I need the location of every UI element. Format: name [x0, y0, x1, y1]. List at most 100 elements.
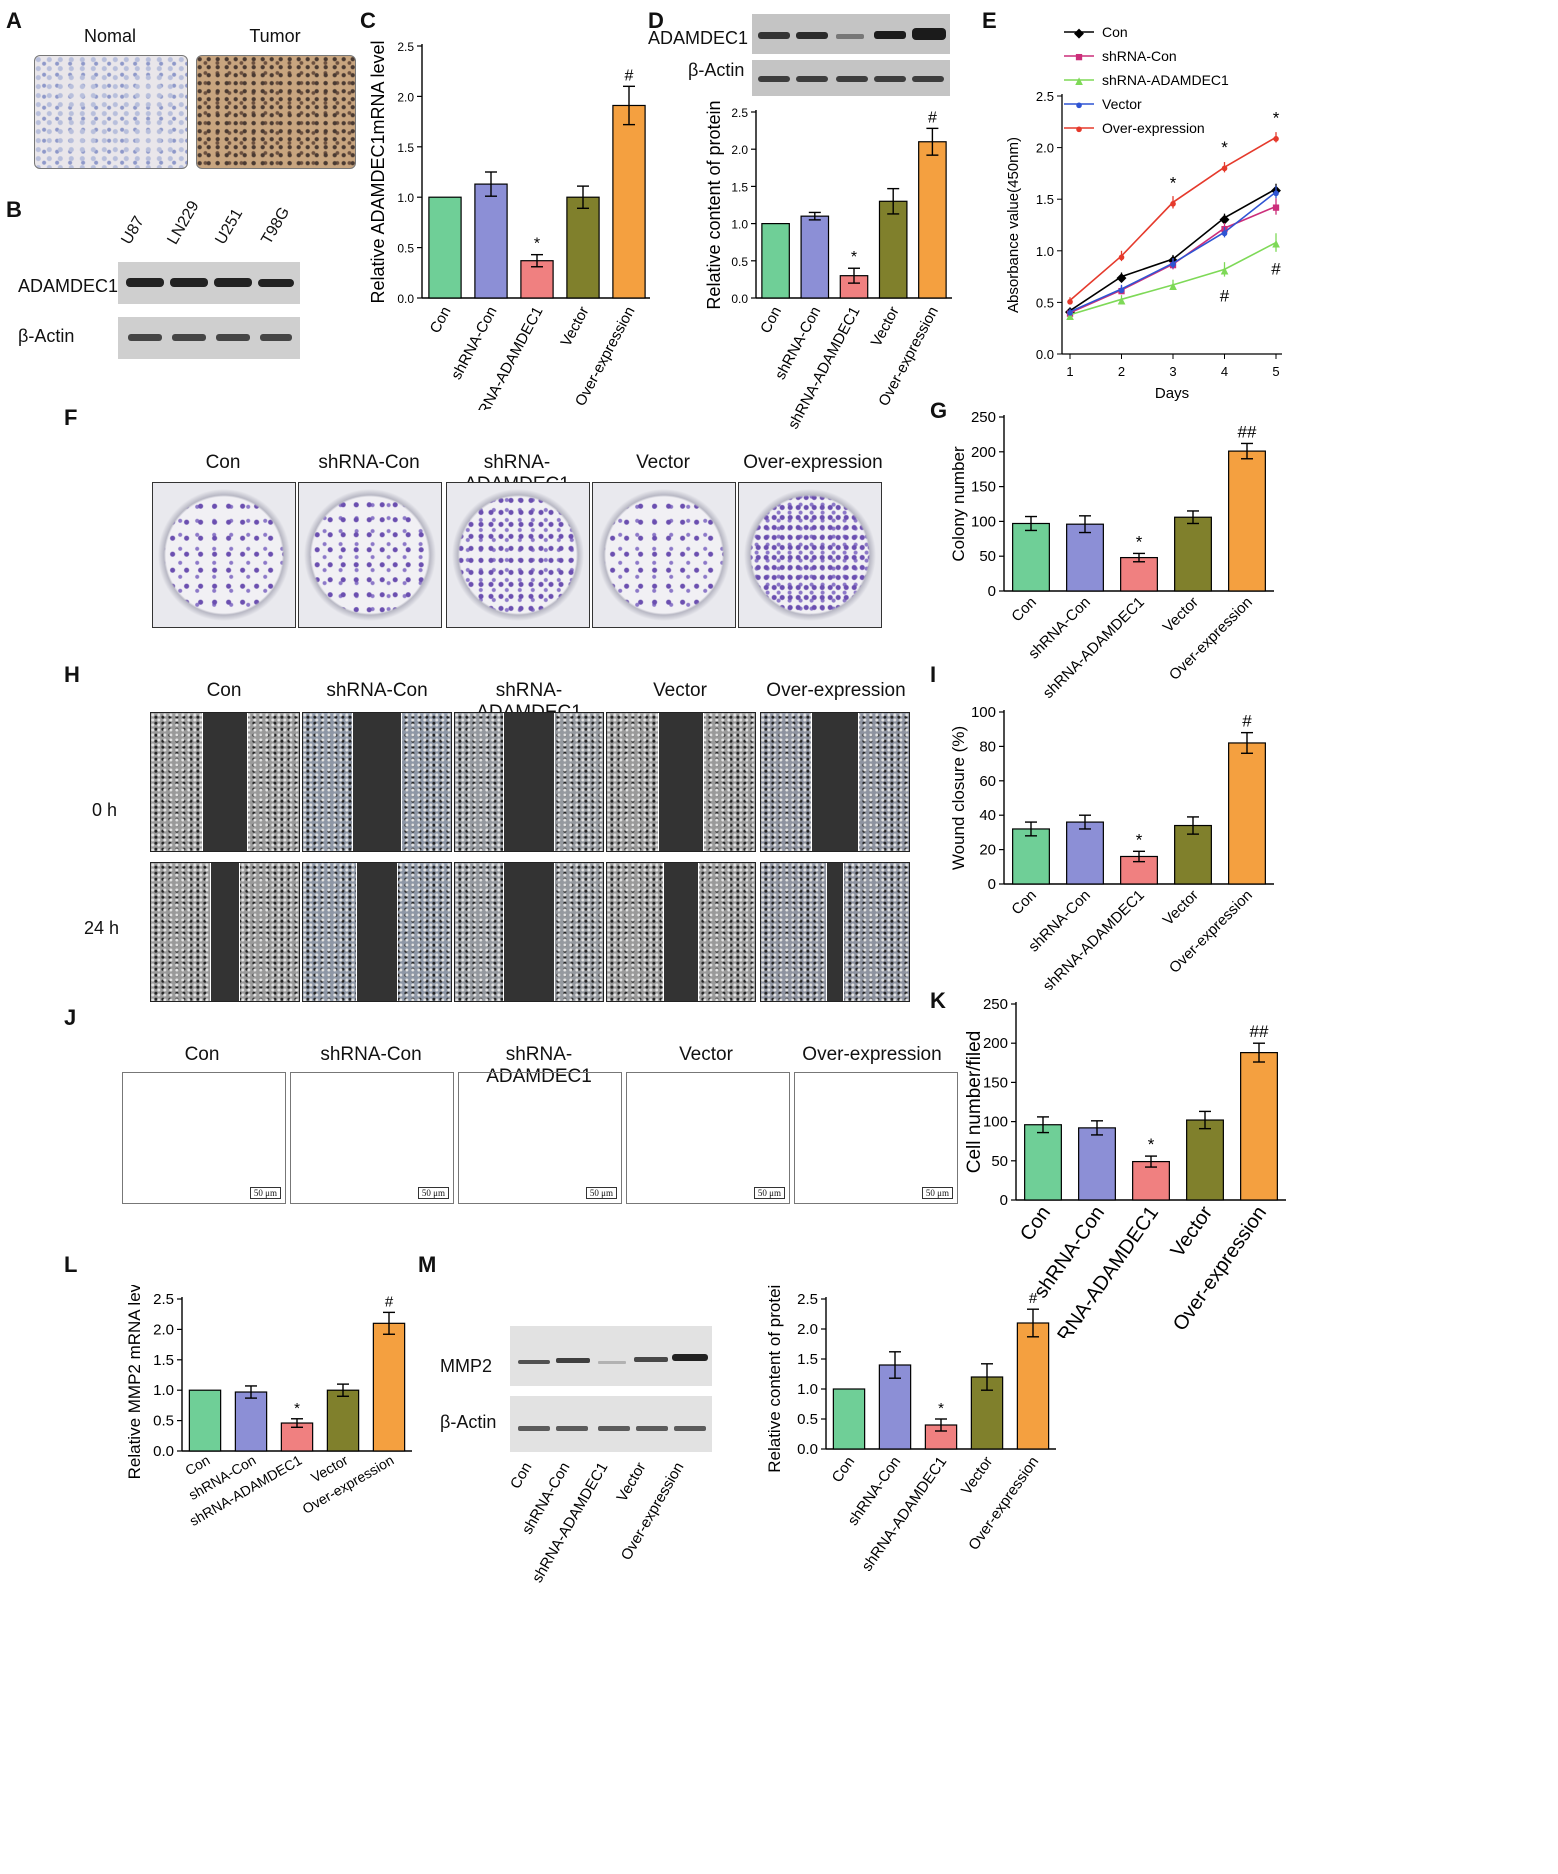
wound-image [606, 712, 756, 852]
data-point: ▲ [1270, 236, 1283, 251]
y-axis-label: Absorbance value(450nm) [1005, 137, 1022, 313]
category-label: Vector [868, 304, 903, 350]
y-tick-label: 2.0 [1036, 141, 1054, 156]
legend-marker: ● [1075, 97, 1083, 112]
significance-mark: * [1136, 532, 1143, 551]
panel-letter-a: A [6, 8, 22, 33]
y-tick-label: 0 [988, 876, 996, 893]
y-tick-label: 1.5 [397, 141, 414, 155]
y-tick-label: 20 [979, 842, 996, 859]
data-point: ▲ [1218, 262, 1231, 277]
data-point: ● [1272, 130, 1280, 145]
y-tick-label: 200 [971, 444, 996, 461]
y-tick-label: 0.5 [797, 1411, 818, 1428]
chart-m: 0.0 0.5 1.0 1.5 2.0 2.5 Relative content of pr… [765, 1285, 1056, 1575]
y-tick-label: 1.0 [397, 191, 414, 205]
chart-d: 0.0 0.5 1.0 1.5 2.0 2.5 Relative content of pr… [704, 100, 952, 430]
bar [1012, 828, 1050, 885]
panel-letter-g: G [930, 398, 948, 423]
category-label: Con [1016, 1202, 1055, 1245]
significance-mark: * [1170, 173, 1177, 192]
y-tick-label: 2.5 [397, 40, 414, 54]
panel-letter-f: F [64, 405, 78, 430]
y-tick-label: 0.0 [1036, 347, 1054, 362]
category-label: Con [829, 1454, 859, 1486]
category-label: Con [1008, 887, 1039, 918]
significance-mark: # [1220, 286, 1230, 305]
wound-image [454, 712, 604, 852]
bar [1012, 522, 1050, 592]
panel-letter-e: E [982, 8, 997, 33]
bar [1174, 516, 1212, 592]
wound-image [150, 712, 300, 852]
x-tick-label: 2 [1118, 364, 1125, 379]
panel-letter-j: J [64, 1005, 77, 1030]
y-tick-label: 0.5 [1036, 295, 1054, 310]
chart-e: 0.0 0.5 1.0 1.5 2.0 2.5 1 2 3 4 5 Days Absorbance va… [1005, 24, 1283, 402]
y-axis-label: Colony number [949, 446, 968, 562]
legend-marker: ◆ [1074, 25, 1084, 40]
x-tick-label: 3 [1169, 364, 1176, 379]
bar [1078, 1127, 1116, 1201]
legend-label: shRNA-ADAMDEC1 [1102, 72, 1229, 88]
f-label: Con [205, 452, 241, 473]
wound-image [302, 862, 452, 1002]
f-label: shRNA-Con [318, 452, 420, 473]
y-tick-label: 0.5 [153, 1413, 174, 1430]
y-tick-label: 2.5 [153, 1291, 174, 1308]
blot-label-mmp2: MMP2 [440, 1356, 493, 1376]
y-tick-label: 1.0 [1036, 244, 1054, 259]
significance-mark: # [1271, 260, 1281, 279]
bar [1132, 1160, 1170, 1201]
bar [1240, 1052, 1278, 1201]
bar [878, 1364, 912, 1450]
panel-letter-l: L [64, 1252, 78, 1277]
panel-letter-i: I [930, 662, 937, 687]
significance-mark: # [1029, 1290, 1038, 1307]
data-point: ● [1066, 305, 1074, 320]
y-tick-label: 2.0 [153, 1321, 174, 1338]
blot-label-actin-m: β-Actin [440, 1412, 497, 1432]
legend-marker: ▲ [1073, 73, 1086, 88]
bar [832, 1388, 866, 1450]
significance-mark: * [1273, 108, 1280, 127]
f-label: Over-expression [743, 452, 883, 473]
bar [918, 141, 947, 299]
y-tick-label: 0.5 [397, 242, 414, 256]
y-tick-label: 250 [983, 998, 1008, 1013]
y-tick-label: 1.0 [797, 1381, 818, 1398]
h-label: Con [206, 680, 242, 701]
data-point: ▲ [1115, 292, 1128, 307]
y-tick-label: 150 [971, 479, 996, 496]
bar [761, 222, 790, 299]
blot-label-actin-d: β-Actin [688, 60, 745, 80]
y-tick-label: 2.5 [1036, 89, 1054, 104]
significance-mark: * [1221, 138, 1228, 157]
panel-letter-k: K [930, 988, 946, 1013]
significance-mark: # [928, 109, 937, 126]
data-point: ● [1272, 185, 1280, 200]
h-label: Over-expression [766, 680, 906, 701]
cell-line-label: LN229 [164, 198, 203, 248]
western-blot-m [510, 1326, 712, 1452]
j-label: Vector [679, 1044, 733, 1065]
y-tick-label: 100 [983, 1114, 1008, 1131]
data-point: ● [1066, 293, 1074, 308]
time-label-0h: 0 h [92, 800, 118, 820]
y-tick-label: 80 [979, 738, 996, 755]
blot-label-adamdec1-d: ADAMDEC1 [648, 28, 749, 48]
data-point: ● [1221, 225, 1229, 240]
bar [1228, 742, 1266, 885]
y-tick-label: 0.5 [731, 255, 748, 269]
y-tick-label: 50 [979, 548, 996, 565]
j-label: shRNA-ADAMDEC1 [486, 1044, 592, 1087]
y-tick-label: 2.0 [397, 90, 414, 104]
y-tick-label: 2.5 [797, 1291, 818, 1308]
category-label: shRNA-ADAMDEC1 [785, 304, 864, 430]
panel-letter-b: B [6, 197, 22, 222]
y-tick-label: 1.0 [153, 1382, 174, 1399]
panel-letter-c: C [360, 8, 376, 33]
